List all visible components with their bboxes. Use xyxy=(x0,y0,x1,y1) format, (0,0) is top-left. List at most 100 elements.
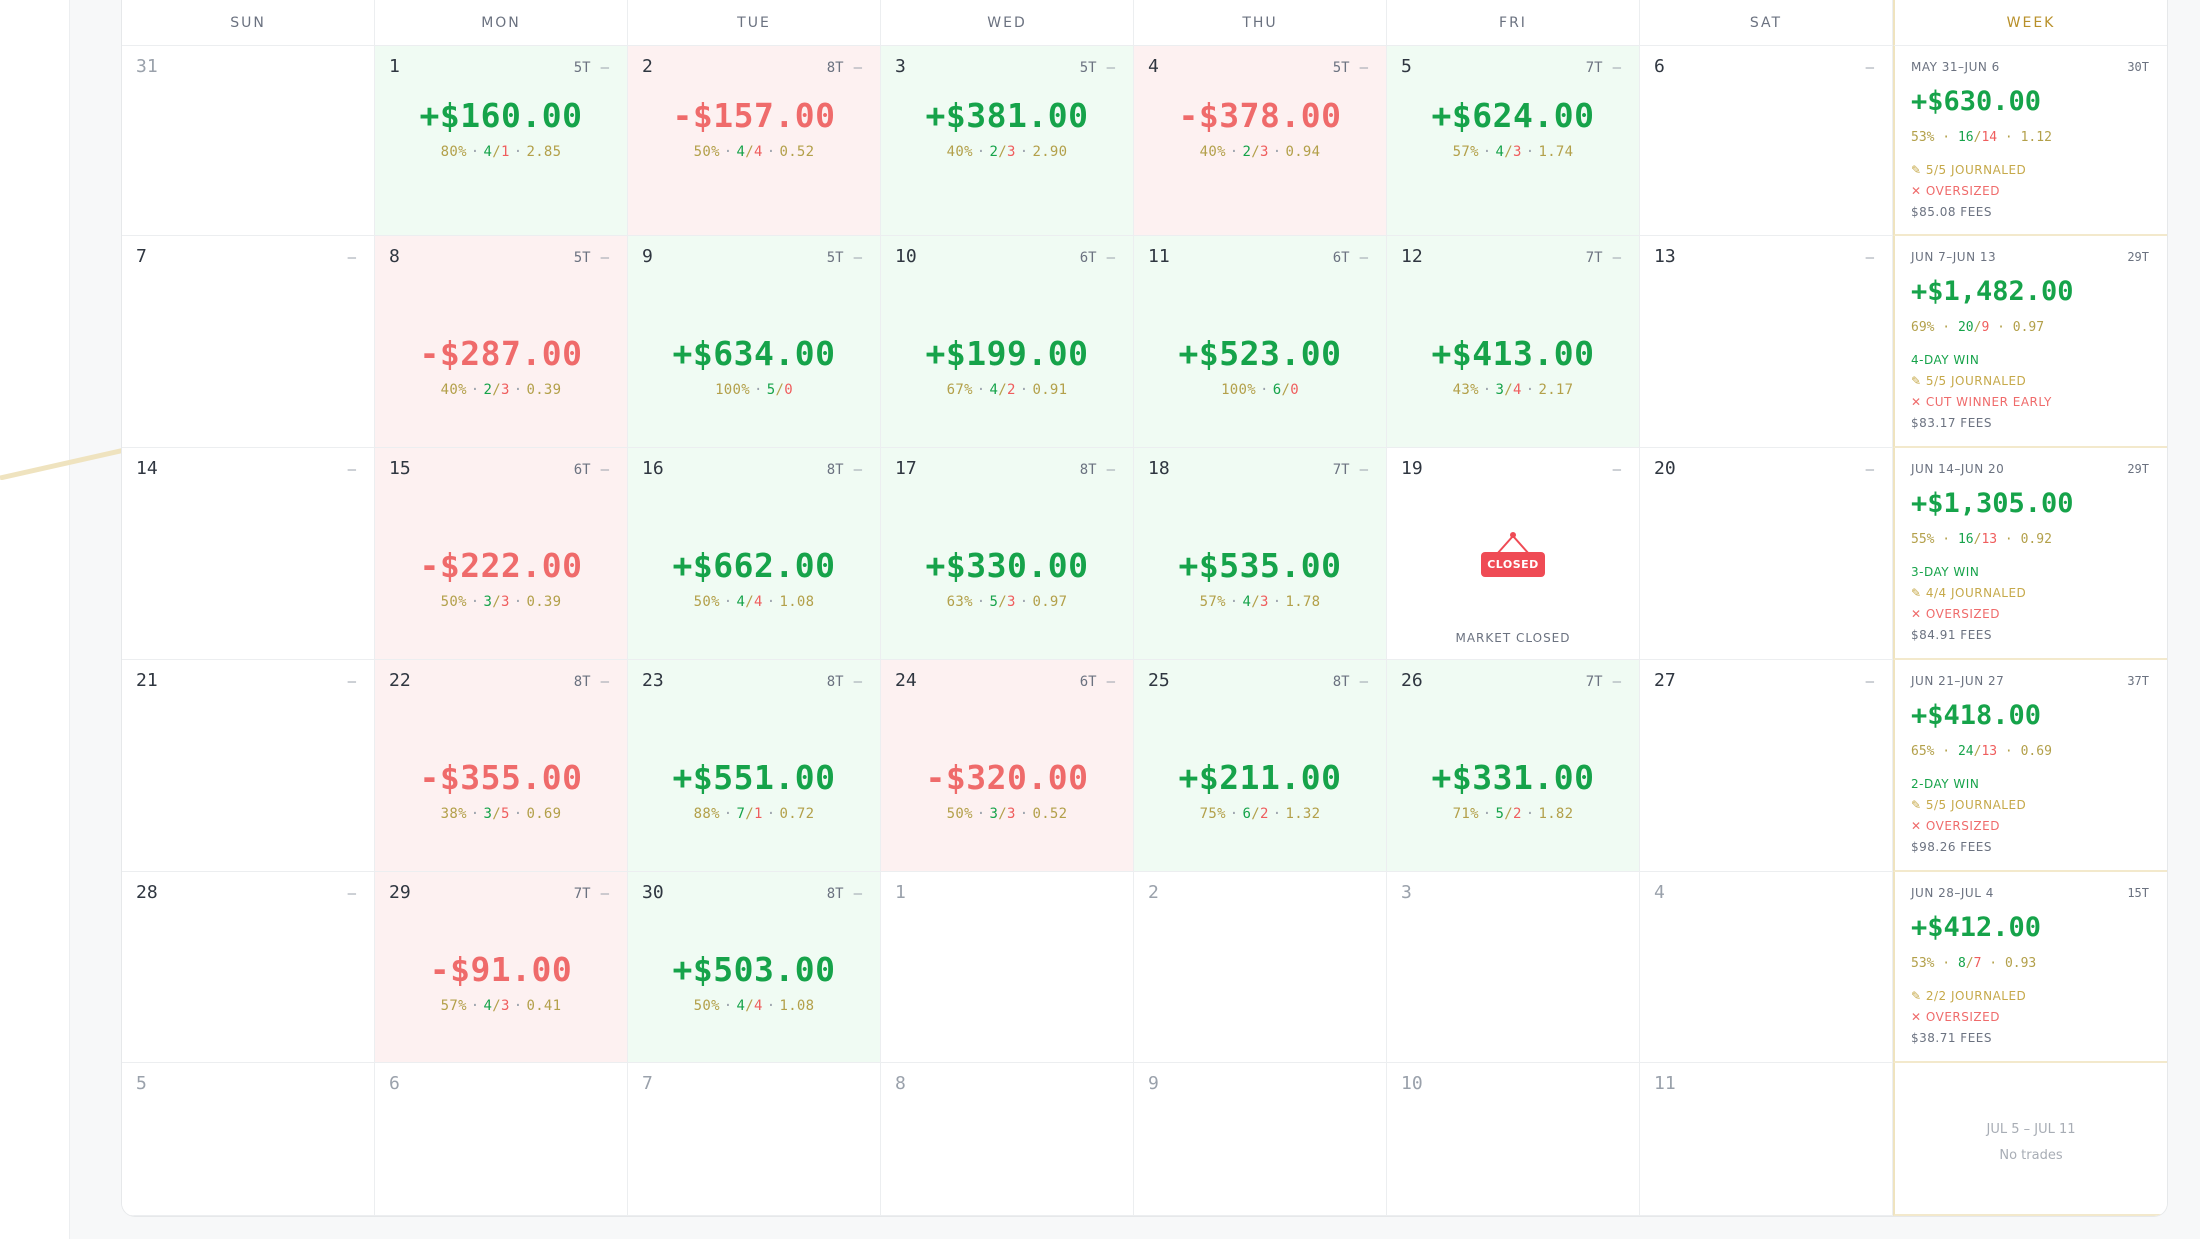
day-cell[interactable]: 16 8T – +$662.00 50% · 4/4 · 1.08 xyxy=(628,448,881,660)
day-menu-dash[interactable]: – xyxy=(600,674,609,690)
day-cell[interactable]: 9 5T – +$634.00 100% · 5/0 xyxy=(628,236,881,448)
week-summary[interactable]: JUN 14–JUN 20 29T +$1,305.00 55% · 16/13 · … xyxy=(1893,448,2167,660)
day-pnl: +$624.00 xyxy=(1431,96,1595,135)
week-summary[interactable]: JUN 21–JUN 27 37T +$418.00 65% · 24/13 · 0.… xyxy=(1893,660,2167,872)
day-cell[interactable]: 11 xyxy=(1640,1063,1893,1216)
losses-count: 4 xyxy=(754,594,763,610)
day-menu-dash[interactable]: – xyxy=(600,250,609,266)
day-cell[interactable]: 28 – xyxy=(122,872,375,1063)
day-cell[interactable]: 7 xyxy=(628,1063,881,1216)
day-menu-dash[interactable]: – xyxy=(853,674,862,690)
day-cell[interactable]: 7– xyxy=(122,236,375,448)
day-cell[interactable]: 27 – xyxy=(1640,660,1893,872)
day-cell[interactable]: 11 6T – +$523.00 100% · 6/0 xyxy=(1134,236,1387,448)
day-menu-dash[interactable]: – xyxy=(853,886,862,902)
day-menu-dash[interactable]: – xyxy=(1612,60,1621,76)
day-menu-dash[interactable]: – xyxy=(347,250,356,266)
day-cell[interactable]: 30 8T – +$503.00 50% · 4/4 · 1.08 xyxy=(628,872,881,1063)
day-menu-dash[interactable]: – xyxy=(347,462,356,478)
week-note-streak: 2-DAY WIN xyxy=(1911,777,1980,791)
win-rate: 40% xyxy=(440,382,467,398)
day-cell[interactable]: 23 8T – +$551.00 88% · 7/1 · 0.72 xyxy=(628,660,881,872)
day-menu-dash[interactable]: – xyxy=(853,250,862,266)
day-cell[interactable]: 22 8T – -$355.00 38% · 3/5 · 0.69 xyxy=(375,660,628,872)
week-range: MAY 31–JUN 6 xyxy=(1911,60,2000,74)
day-cell[interactable]: 19 – CLOSED MARKET CLOSED xyxy=(1387,448,1640,660)
day-number: 12 xyxy=(1401,246,1423,267)
day-menu-dash[interactable]: – xyxy=(1359,674,1368,690)
wins-count: 3 xyxy=(1495,382,1505,398)
day-cell[interactable]: 6 xyxy=(375,1063,628,1216)
trade-count-label: 5T xyxy=(826,250,844,266)
day-menu-dash[interactable]: – xyxy=(1359,60,1368,76)
day-cell[interactable]: 13 – xyxy=(1640,236,1893,448)
day-menu-dash[interactable]: – xyxy=(853,60,862,76)
week-trade-count: 29T xyxy=(2127,462,2149,476)
trade-count: 8T – xyxy=(1080,462,1115,478)
losses-count: 3 xyxy=(1007,594,1016,610)
day-menu-dash[interactable]: – xyxy=(1612,462,1621,478)
day-cell[interactable]: 4 5T – -$378.00 40% · 2/3 · 0.94 xyxy=(1134,46,1387,236)
day-menu-dash[interactable]: – xyxy=(347,674,356,690)
day-menu-dash[interactable]: – xyxy=(1359,462,1368,478)
losses-count: 0 xyxy=(784,382,793,398)
day-menu-dash[interactable]: – xyxy=(1865,250,1874,266)
day-cell[interactable]: 10 6T – +$199.00 67% · 4/2 · 0.91 xyxy=(881,236,1134,448)
day-cell[interactable]: 12 7T – +$413.00 43% · 3/4 · 2.17 xyxy=(1387,236,1640,448)
day-cell[interactable]: 5 xyxy=(122,1063,375,1216)
day-cell[interactable]: 17 8T – +$330.00 63% · 5/3 · 0.97 xyxy=(881,448,1134,660)
day-menu-dash[interactable]: – xyxy=(1106,250,1115,266)
day-cell[interactable]: 5 7T – +$624.00 57% · 4/3 · 1.74 xyxy=(1387,46,1640,236)
day-cell[interactable]: 8 5T – -$287.00 40% · 2/3 · 0.39 xyxy=(375,236,628,448)
day-cell[interactable]: 15 6T – -$222.00 50% · 3/3 · 0.39 xyxy=(375,448,628,660)
day-menu-dash[interactable]: – xyxy=(600,60,609,76)
day-cell[interactable]: 2 8T – -$157.00 50% · 4/4 · 0.52 xyxy=(628,46,881,236)
day-cell[interactable]: 29 7T – -$91.00 57% · 4/3 · 0.41 xyxy=(375,872,628,1063)
market-closed-sign-icon: CLOSED xyxy=(1387,528,1639,577)
day-cell[interactable]: 9 xyxy=(1134,1063,1387,1216)
week-summary[interactable]: JUN 7–JUN 13 29T +$1,482.00 69% · 20/9 · 0.… xyxy=(1893,236,2167,448)
day-cell[interactable]: 4 xyxy=(1640,872,1893,1063)
day-cell[interactable]: 25 8T – +$211.00 75% · 6/2 · 1.32 xyxy=(1134,660,1387,872)
day-number: 18 xyxy=(1148,458,1170,479)
day-menu-dash[interactable]: – xyxy=(1106,60,1115,76)
week-note-journaled: ✎ 4/4 JOURNALED xyxy=(1911,586,2027,600)
day-cell[interactable]: 3 xyxy=(1387,872,1640,1063)
day-pnl: -$378.00 xyxy=(1178,96,1342,135)
day-cell[interactable]: 1 xyxy=(881,872,1134,1063)
day-menu-dash[interactable]: – xyxy=(1106,462,1115,478)
week-summary[interactable]: JUN 28–JUL 4 15T +$412.00 53% · 8/7 · 0.93 ✎… xyxy=(1893,872,2167,1063)
day-cell[interactable]: 1 5T – +$160.00 80% · 4/1 · 2.85 xyxy=(375,46,628,236)
trade-count: 5T – xyxy=(1333,60,1368,76)
day-menu-dash[interactable]: – xyxy=(853,462,862,478)
day-cell[interactable]: 6– xyxy=(1640,46,1893,236)
day-menu-dash[interactable]: – xyxy=(1865,60,1874,76)
week-summary[interactable]: JUL 5 – JUL 11 No trades xyxy=(1893,1063,2167,1216)
day-cell[interactable]: 10 xyxy=(1387,1063,1640,1216)
day-menu-dash[interactable]: – xyxy=(1865,462,1874,478)
day-cell[interactable]: 18 7T – +$535.00 57% · 4/3 · 1.78 xyxy=(1134,448,1387,660)
day-menu-dash[interactable]: – xyxy=(1612,674,1621,690)
day-menu-dash[interactable]: – xyxy=(600,462,609,478)
day-cell[interactable]: 26 7T – +$331.00 71% · 5/2 · 1.82 xyxy=(1387,660,1640,872)
day-menu-dash[interactable]: – xyxy=(347,886,356,902)
week-ratio: 1.12 xyxy=(2020,130,2052,145)
day-menu-dash[interactable]: – xyxy=(1865,674,1874,690)
day-pnl: -$222.00 xyxy=(419,546,583,585)
day-cell[interactable]: 24 6T – -$320.00 50% · 3/3 · 0.52 xyxy=(881,660,1134,872)
day-menu-dash[interactable]: – xyxy=(600,886,609,902)
day-cell[interactable]: 2 xyxy=(1134,872,1387,1063)
day-menu-dash[interactable]: – xyxy=(1359,250,1368,266)
day-cell[interactable]: 20 – xyxy=(1640,448,1893,660)
week-summary[interactable]: MAY 31–JUN 6 30T +$630.00 53% · 16/14 · 1.1… xyxy=(1893,46,2167,236)
wins-count: 6 xyxy=(1242,806,1252,822)
day-cell[interactable]: 14 – xyxy=(122,448,375,660)
day-menu-dash[interactable]: – xyxy=(1612,250,1621,266)
day-cell[interactable]: 8 xyxy=(881,1063,1134,1216)
losses-count: 2 xyxy=(1260,806,1269,822)
day-menu-dash[interactable]: – xyxy=(1106,674,1115,690)
day-cell[interactable]: 3 5T – +$381.00 40% · 2/3 · 2.90 xyxy=(881,46,1134,236)
day-cell[interactable]: 21 – xyxy=(122,660,375,872)
header-fri: FRI xyxy=(1387,0,1640,46)
day-cell[interactable]: 31 xyxy=(122,46,375,236)
